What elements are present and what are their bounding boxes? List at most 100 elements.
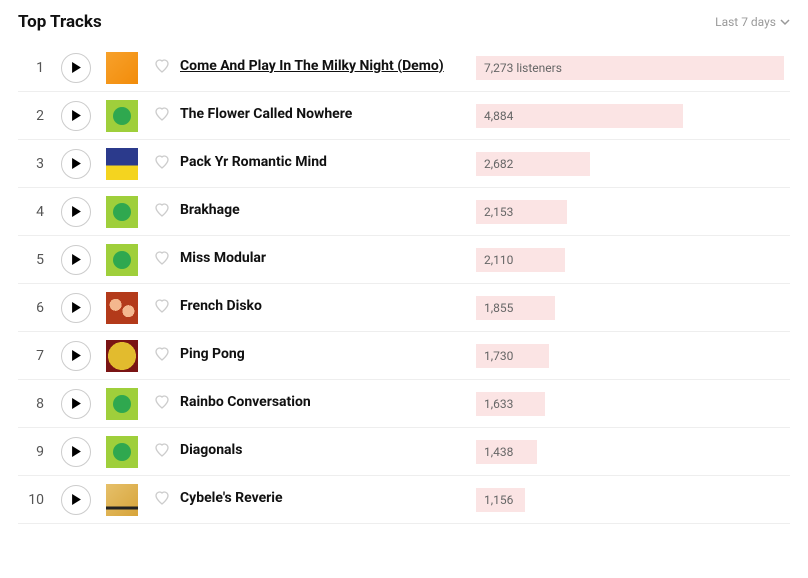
listeners-bar: 1,633 [476,392,545,416]
album-art[interactable] [106,52,138,84]
love-button[interactable] [154,202,170,222]
play-icon [71,158,82,169]
album-art-cell [100,340,144,372]
play-button[interactable] [61,293,91,323]
play-icon [71,110,82,121]
listeners-cell: 1,438 [476,440,784,464]
play-icon [71,62,82,73]
panel-header: Top Tracks Last 7 days [18,12,790,44]
love-button[interactable] [154,106,170,126]
track-link[interactable]: Miss Modular [180,250,266,266]
love-cell [144,346,180,366]
love-cell [144,154,180,174]
love-button[interactable] [154,250,170,270]
table-row: 8Rainbo Conversation1,633 [18,380,790,428]
love-button[interactable] [154,298,170,318]
love-cell [144,298,180,318]
play-cell [52,149,100,179]
love-cell [144,394,180,414]
album-art[interactable] [106,100,138,132]
play-button[interactable] [61,53,91,83]
love-cell [144,490,180,510]
track-name-cell: Miss Modular [180,250,476,270]
album-art[interactable] [106,244,138,276]
listeners-bar: 2,682 [476,152,590,176]
track-link[interactable]: Pack Yr Romantic Mind [180,154,327,170]
play-button[interactable] [61,389,91,419]
play-button[interactable] [61,485,91,515]
listeners-cell: 1,855 [476,296,784,320]
track-name-cell: French Disko [180,298,476,318]
play-button[interactable] [61,437,91,467]
track-link[interactable]: Ping Pong [180,346,245,362]
love-cell [144,202,180,222]
love-button[interactable] [154,154,170,174]
album-art-cell [100,436,144,468]
play-icon [71,302,82,313]
heart-icon [154,394,170,410]
table-row: 9 Diagonals 1,438 [18,428,790,476]
play-button[interactable] [61,197,91,227]
play-button[interactable] [61,341,91,371]
album-art[interactable] [106,340,138,372]
play-cell [52,101,100,131]
play-cell [52,245,100,275]
play-icon [71,494,82,505]
love-cell [144,106,180,126]
track-rank: 3 [24,156,52,172]
album-art-cell [100,292,144,324]
track-link[interactable]: Diagonals [180,442,242,458]
track-rank: 9 [24,444,52,460]
play-cell [52,53,100,83]
track-name-cell: Brakhage [180,202,476,222]
play-icon [71,446,82,457]
love-button[interactable] [154,442,170,462]
play-button[interactable] [61,101,91,131]
play-cell [52,293,100,323]
track-link[interactable]: Cybele's Reverie [180,490,283,506]
table-row: 4 Brakhage 2,153 [18,188,790,236]
play-icon [71,206,82,217]
love-button[interactable] [154,58,170,78]
album-art[interactable] [106,196,138,228]
top-tracks-panel: Top Tracks Last 7 days 1 Come And Play In… [0,0,808,542]
track-name-cell: Come And Play In The Milky Night (Demo) [180,58,476,78]
play-icon [71,398,82,409]
heart-icon [154,202,170,218]
track-link[interactable]: French Disko [180,298,262,314]
table-row: 6 French Disko 1,855 [18,284,790,332]
album-art[interactable] [106,484,138,516]
album-art[interactable] [106,388,138,420]
heart-icon [154,298,170,314]
love-button[interactable] [154,346,170,366]
listeners-bar: 2,110 [476,248,565,272]
heart-icon [154,58,170,74]
play-button[interactable] [61,245,91,275]
table-row: 3 Pack Yr Romantic Mind 2,682 [18,140,790,188]
album-art[interactable] [106,292,138,324]
table-row: 2The Flower Called Nowhere4,884 [18,92,790,140]
listeners-bar: 4,884 [476,104,683,128]
play-button[interactable] [61,149,91,179]
listeners-cell: 2,110 [476,248,784,272]
track-rank: 6 [24,300,52,316]
album-art-cell [100,148,144,180]
love-button[interactable] [154,394,170,414]
period-selector[interactable]: Last 7 days [715,15,790,29]
love-cell [144,442,180,462]
love-cell [144,250,180,270]
track-link[interactable]: Rainbo Conversation [180,394,311,410]
play-cell [52,389,100,419]
track-link[interactable]: Brakhage [180,202,240,218]
album-art[interactable] [106,436,138,468]
listeners-bar: 2,153 [476,200,567,224]
play-cell [52,341,100,371]
track-rank: 1 [24,60,52,76]
love-button[interactable] [154,490,170,510]
track-rank: 4 [24,204,52,220]
track-table: 1 Come And Play In The Milky Night (Demo)… [18,44,790,524]
album-art[interactable] [106,148,138,180]
track-link[interactable]: The Flower Called Nowhere [180,106,352,122]
track-link[interactable]: Come And Play In The Milky Night (Demo) [180,58,444,74]
heart-icon [154,346,170,362]
